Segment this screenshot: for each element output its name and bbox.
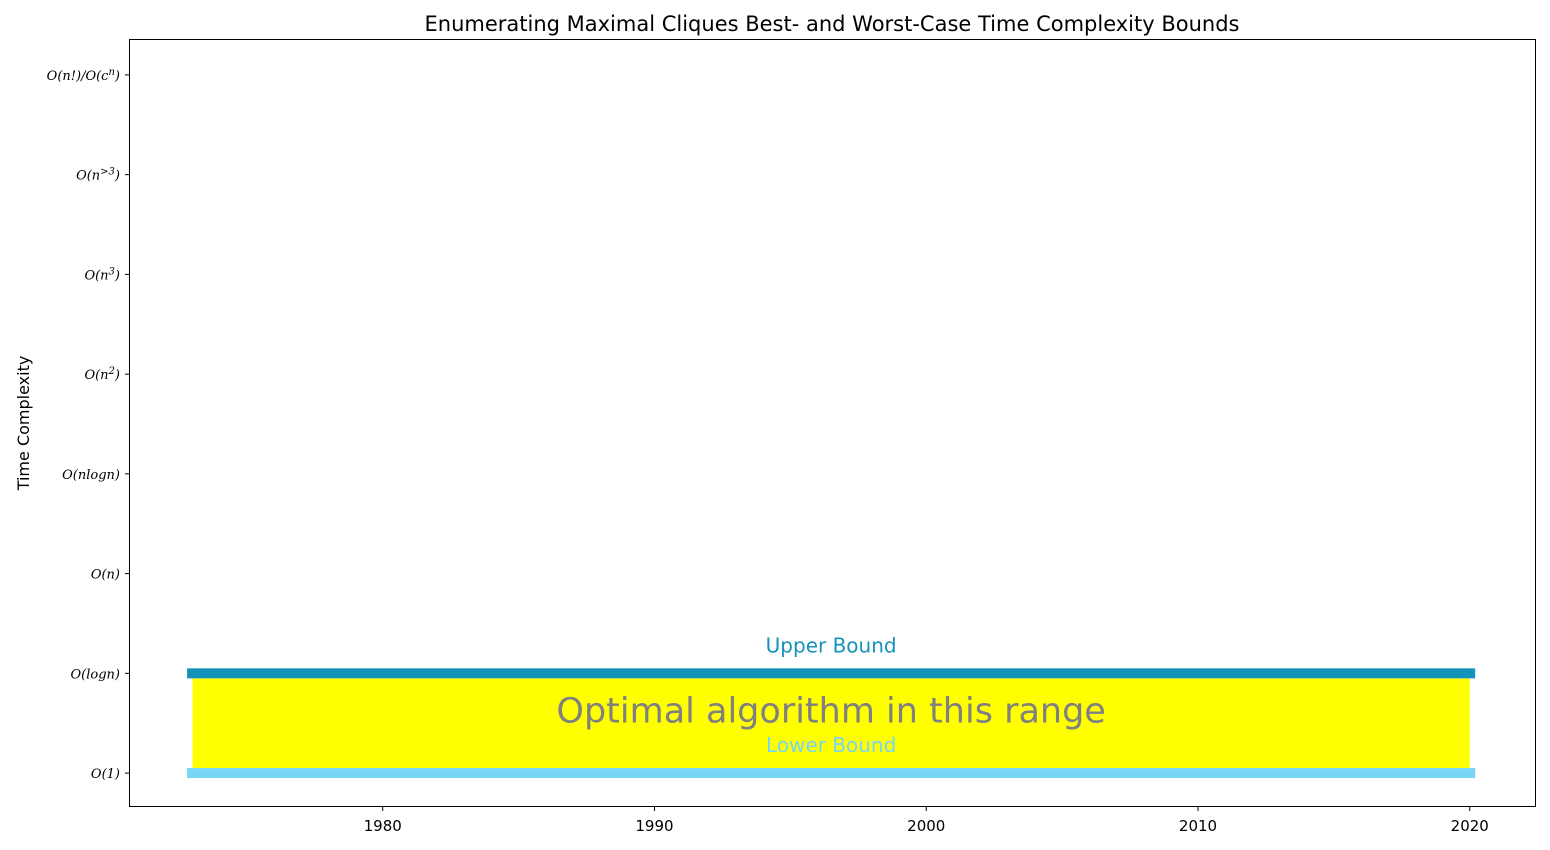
x-tick-label: 2020	[1451, 817, 1489, 835]
y-tick-label: O(n)	[91, 568, 120, 583]
y-tick-label: O(n3)	[84, 266, 120, 283]
y-tick-label: O(n>3)	[76, 167, 120, 184]
x-tick-label: 2010	[1179, 817, 1217, 835]
y-tick-label: O(1)	[91, 767, 120, 782]
axes: 1980 1990 2000 2010 2020 O(1) O(logn) O(n) O(nlo…	[47, 67, 1489, 835]
optimal-region	[192, 678, 1470, 769]
lower-bound-label: Lower Bound	[766, 733, 896, 757]
lower-bound-bar	[187, 768, 1476, 779]
y-tick-label: O(n2)	[84, 366, 120, 383]
optimal-region-label: Optimal algorithm in this range	[556, 691, 1105, 731]
upper-bound-bar	[187, 668, 1476, 679]
x-tick-label: 1980	[364, 817, 402, 835]
chart-title: Enumerating Maximal Cliques Best- and Wo…	[424, 12, 1239, 36]
x-tick-label: 1990	[635, 817, 673, 835]
y-tick-label: O(n!)/O(cn)	[47, 67, 120, 84]
upper-bound-label: Upper Bound	[766, 633, 897, 657]
plot-frame	[129, 39, 1536, 807]
y-tick-label: O(logn)	[71, 667, 120, 682]
y-tick-label: O(nlogn)	[62, 468, 120, 483]
y-axis-label: Time Complexity	[14, 356, 33, 492]
x-tick-label: 2000	[907, 817, 945, 835]
